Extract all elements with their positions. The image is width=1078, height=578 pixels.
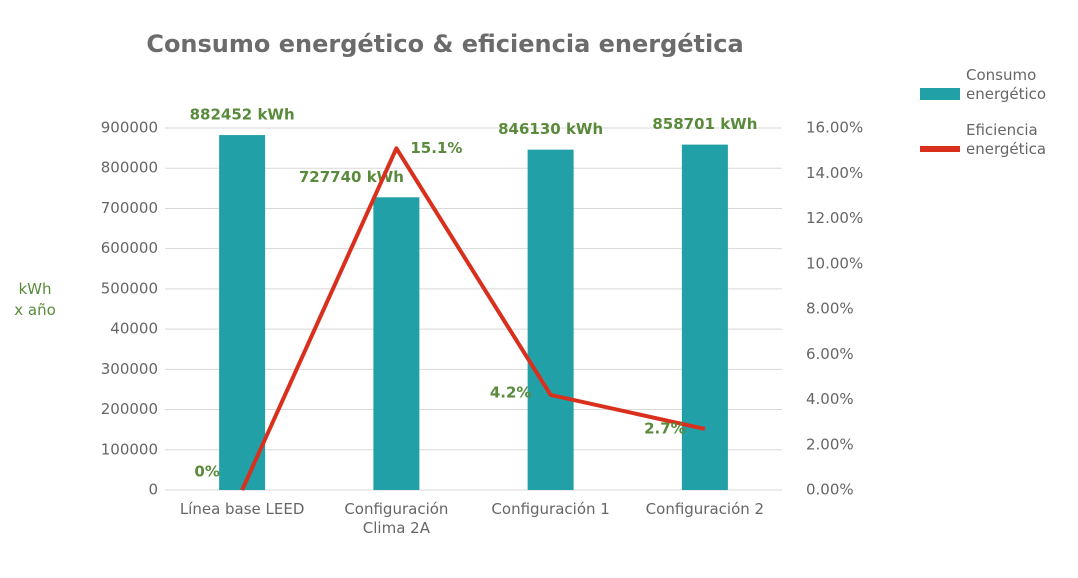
data-label: 858701 kWh bbox=[652, 115, 757, 133]
y2-tick-label: 6.00% bbox=[806, 345, 854, 363]
line bbox=[240, 146, 706, 491]
bar bbox=[219, 135, 266, 490]
y2-tick-label: 14.00% bbox=[806, 164, 863, 182]
y2-tick-label: 10.00% bbox=[806, 254, 863, 272]
data-label: 2.7% bbox=[644, 419, 686, 437]
legend-swatch bbox=[920, 146, 960, 152]
y-tick-label: 500000 bbox=[101, 279, 158, 297]
data-label: 4.2% bbox=[490, 383, 532, 401]
y-axis-label: kWh x año bbox=[14, 280, 56, 319]
y2-tick-label: 2.00% bbox=[806, 435, 854, 453]
data-label: 727740 kWh bbox=[299, 168, 404, 186]
data-label: 0% bbox=[194, 463, 219, 481]
legend-swatch bbox=[920, 88, 960, 100]
chart-title: Consumo energético & eficiencia energéti… bbox=[146, 30, 743, 58]
data-label: 15.1% bbox=[410, 139, 462, 157]
y2-tick-label: 8.00% bbox=[806, 300, 854, 318]
x-tick-label: Línea base LEED bbox=[179, 500, 305, 518]
y2-tick-label: 4.00% bbox=[806, 390, 854, 408]
bar bbox=[681, 144, 728, 490]
y-tick-label: 700000 bbox=[101, 199, 158, 217]
bar bbox=[373, 197, 420, 490]
y2-tick-label: 0.00% bbox=[806, 481, 854, 499]
x-tick-label: Configuración Clima 2A bbox=[344, 500, 449, 537]
y-tick-label: 0 bbox=[148, 481, 158, 499]
y-tick-label: 200000 bbox=[101, 400, 158, 418]
y2-tick-label: 16.00% bbox=[806, 119, 863, 137]
y-tick-label: 600000 bbox=[101, 239, 158, 257]
y-tick-label: 300000 bbox=[101, 360, 158, 378]
x-tick-label: Configuración 2 bbox=[645, 500, 765, 518]
data-label: 882452 kWh bbox=[190, 106, 295, 124]
data-label: 846130 kWh bbox=[498, 120, 603, 138]
x-tick-label: Configuración 1 bbox=[491, 500, 610, 518]
y-tick-label: 100000 bbox=[101, 440, 158, 458]
y-tick-label: 900000 bbox=[101, 119, 158, 137]
bar bbox=[527, 149, 574, 490]
y2-tick-label: 12.00% bbox=[806, 209, 863, 227]
legend-label: Consumo energético bbox=[966, 66, 1047, 103]
y-tick-label: 800000 bbox=[101, 159, 158, 177]
y-tick-label: 40000 bbox=[110, 320, 158, 338]
legend-label: Eficiencia energética bbox=[966, 121, 1047, 158]
